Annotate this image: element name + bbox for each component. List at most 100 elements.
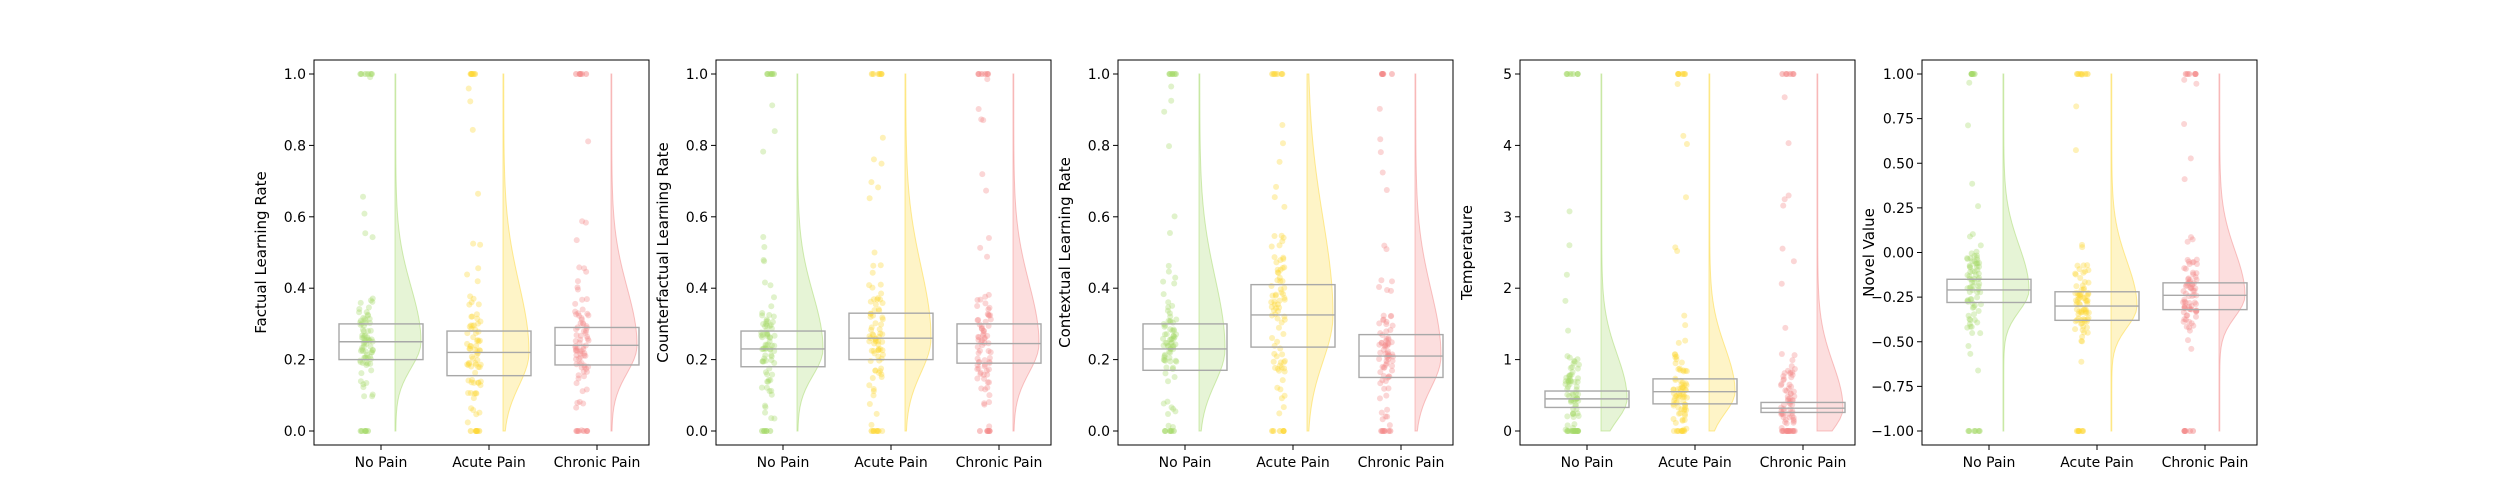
data-point	[1383, 321, 1390, 328]
data-point	[1169, 302, 1176, 309]
data-point	[1173, 316, 1180, 323]
data-point	[465, 390, 472, 397]
data-point	[466, 360, 473, 367]
data-point	[1274, 365, 1281, 372]
x-tick-label: Acute Pain	[1256, 455, 1330, 471]
data-point	[1165, 343, 1172, 350]
data-points	[1562, 71, 1582, 434]
data-point	[585, 312, 592, 319]
data-point	[1570, 391, 1577, 398]
data-point	[1169, 327, 1176, 334]
data-point	[1569, 390, 1576, 397]
data-point	[986, 423, 993, 430]
data-point	[573, 352, 580, 359]
data-point	[2078, 320, 2085, 327]
data-point	[1268, 304, 1275, 311]
data-point	[768, 387, 775, 394]
data-point	[1168, 336, 1175, 343]
data-point	[764, 322, 771, 329]
data-point	[1171, 71, 1178, 77]
density-cloud	[904, 73, 932, 432]
density-cloud	[1198, 73, 1226, 432]
data-point	[1381, 343, 1388, 350]
data-point	[1389, 362, 1396, 369]
data-point	[2192, 301, 2199, 308]
data-point	[576, 71, 583, 77]
data-point	[576, 264, 583, 271]
data-point	[1171, 374, 1178, 381]
data-point	[984, 384, 991, 391]
data-point	[767, 334, 774, 341]
data-point	[1969, 180, 1976, 187]
data-point	[1966, 79, 1973, 86]
data-point	[1565, 372, 1572, 379]
data-point	[981, 363, 988, 370]
data-point	[1162, 351, 1169, 358]
data-point	[583, 368, 590, 375]
data-point	[974, 302, 981, 309]
data-point	[875, 338, 882, 345]
data-point	[468, 353, 475, 360]
data-point	[2073, 71, 2080, 77]
data-point	[359, 326, 366, 333]
data-point	[767, 346, 774, 353]
data-point	[1968, 250, 1975, 257]
data-point	[1389, 367, 1396, 374]
data-point	[1788, 363, 1795, 370]
data-point	[1681, 407, 1688, 414]
data-point	[1971, 311, 1978, 318]
data-point	[870, 392, 877, 399]
data-point	[870, 385, 877, 392]
data-point	[2078, 358, 2085, 365]
data-point	[1268, 283, 1275, 290]
data-point	[1783, 420, 1790, 427]
data-point	[875, 184, 882, 191]
density-cloud	[1306, 73, 1334, 432]
data-point	[1780, 414, 1787, 421]
data-point	[1681, 428, 1688, 434]
data-point	[572, 308, 579, 315]
data-point	[1161, 352, 1168, 359]
data-point	[866, 338, 873, 345]
panel-1: 0.0 0.2 0.4 0.6 0.8 1.0 Factual Learning Rate N…	[252, 59, 650, 471]
data-point	[1276, 410, 1283, 417]
data-point	[2185, 275, 2192, 282]
data-point	[985, 311, 992, 318]
data-point	[1673, 356, 1680, 363]
y-axis-label: Factual Learning Rate	[252, 171, 270, 334]
data-point	[1977, 330, 1984, 337]
data-point	[1682, 337, 1689, 344]
data-point	[1171, 213, 1178, 220]
data-point	[475, 379, 482, 386]
data-point	[875, 347, 882, 354]
data-point	[875, 353, 882, 360]
data-point	[878, 71, 885, 77]
data-point	[467, 390, 474, 397]
data-point	[1279, 140, 1286, 147]
data-point	[1972, 271, 1979, 278]
data-point	[2079, 320, 2086, 327]
data-point	[759, 428, 766, 434]
data-point	[467, 428, 474, 434]
data-point	[2187, 284, 2194, 291]
data-points	[572, 71, 592, 434]
data-point	[2079, 326, 2086, 333]
data-point	[1278, 71, 1285, 77]
x-tick-label: Chronic Pain	[1760, 455, 1847, 471]
data-point	[866, 401, 873, 408]
data-point	[1680, 132, 1687, 139]
data-point	[2080, 269, 2087, 276]
data-point	[1781, 196, 1788, 203]
data-point	[1575, 391, 1582, 398]
data-point	[477, 318, 484, 325]
data-point	[584, 310, 591, 317]
data-point	[1567, 398, 1574, 405]
data-point	[1281, 365, 1288, 372]
data-point	[573, 404, 580, 411]
data-point	[977, 244, 984, 251]
data-point	[360, 193, 367, 200]
y-tick-label: −1.00	[1871, 424, 1914, 440]
data-point	[1970, 304, 1977, 311]
data-point	[364, 334, 371, 341]
data-point	[761, 345, 768, 352]
